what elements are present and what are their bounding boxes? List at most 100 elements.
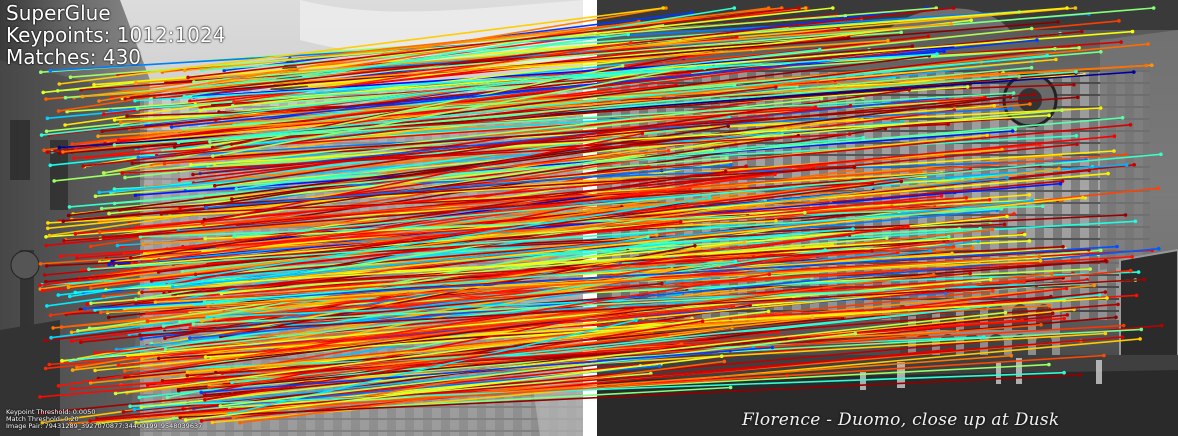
keypoint-right bbox=[1144, 63, 1148, 68]
keypoint-right bbox=[853, 331, 858, 336]
keypoint-right bbox=[1159, 152, 1163, 157]
keypoint-left bbox=[45, 304, 49, 308]
keypoint-left bbox=[192, 80, 196, 84]
match-line bbox=[165, 276, 812, 351]
keypoint-right bbox=[707, 196, 712, 200]
keypoint-right bbox=[767, 272, 772, 277]
keypoint-left bbox=[230, 197, 234, 201]
keypoint-right bbox=[1130, 29, 1135, 34]
keypoint-left bbox=[178, 320, 182, 324]
keypoint-left bbox=[123, 375, 127, 380]
keypoint-right bbox=[1002, 222, 1007, 227]
keypoint-left bbox=[89, 301, 93, 306]
keypoint-right bbox=[1013, 127, 1017, 132]
keypoint-right bbox=[626, 32, 630, 37]
match-line bbox=[209, 332, 1106, 388]
keypoint-left bbox=[230, 380, 234, 385]
keypoint-right bbox=[1133, 219, 1138, 224]
right-image-caption: Florence - Duomo, close up at Dusk bbox=[742, 410, 1060, 430]
keypoint-left bbox=[185, 373, 190, 378]
match-line bbox=[127, 297, 1108, 357]
keypoint-left bbox=[43, 366, 48, 371]
keypoint-left bbox=[125, 114, 129, 118]
match-line bbox=[169, 245, 954, 302]
keypoint-right bbox=[982, 335, 986, 339]
keypoint-right bbox=[965, 85, 970, 89]
keypoint-left bbox=[186, 75, 190, 80]
keypoint-right bbox=[1119, 40, 1123, 44]
keypoint-left bbox=[88, 244, 93, 249]
keypoint-left bbox=[199, 419, 204, 423]
match-line bbox=[98, 287, 822, 380]
match-line bbox=[209, 66, 1032, 143]
keypoint-right bbox=[951, 244, 956, 249]
keypoint-left bbox=[171, 416, 176, 420]
keypoint-right bbox=[726, 124, 730, 128]
keypoint-left bbox=[44, 264, 49, 268]
match-line bbox=[40, 169, 971, 287]
keypoint-left bbox=[45, 150, 50, 154]
match-line bbox=[183, 84, 735, 131]
keypoint-left bbox=[163, 347, 168, 352]
keypoint-left bbox=[70, 368, 75, 372]
keypoint-left bbox=[61, 150, 65, 154]
keypoint-left bbox=[93, 194, 98, 198]
keypoint-right bbox=[803, 6, 808, 10]
keypoint-right bbox=[1011, 91, 1016, 95]
keypoint-right bbox=[1114, 315, 1118, 320]
keypoint-left bbox=[203, 355, 208, 359]
keypoint-left bbox=[46, 226, 50, 231]
keypoint-left bbox=[57, 82, 62, 86]
keypoint-right bbox=[1098, 106, 1103, 110]
keypoint-left bbox=[39, 411, 43, 415]
keypoint-right bbox=[1139, 327, 1144, 332]
keypoint-right bbox=[1037, 254, 1042, 259]
match-line bbox=[108, 148, 713, 215]
keypoint-left bbox=[145, 319, 150, 324]
keypoint-right bbox=[949, 22, 953, 26]
keypoint-left bbox=[72, 156, 76, 160]
keypoint-left bbox=[176, 388, 181, 393]
keypoint-right bbox=[1039, 323, 1043, 327]
keypoint-right bbox=[896, 269, 900, 273]
keypoint-left bbox=[138, 234, 143, 239]
keypoint-left bbox=[112, 143, 117, 147]
keypoint-right bbox=[690, 10, 694, 15]
keypoint-left bbox=[48, 313, 53, 318]
match-line bbox=[147, 270, 898, 322]
keypoint-left bbox=[160, 378, 165, 383]
keypoint-left bbox=[238, 420, 242, 425]
keypoint-right bbox=[1022, 280, 1026, 284]
match-line bbox=[239, 360, 725, 424]
keypoint-right bbox=[1151, 6, 1156, 10]
keypoint-right bbox=[700, 319, 705, 324]
keypoint-left bbox=[213, 183, 217, 188]
keypoint-left bbox=[188, 336, 192, 340]
keypoint-left bbox=[46, 221, 50, 225]
match-line bbox=[50, 7, 1076, 72]
keypoint-right bbox=[742, 240, 747, 245]
keypoint-left bbox=[156, 270, 161, 274]
keypoint-left bbox=[200, 220, 205, 225]
keypoint-left bbox=[234, 187, 239, 191]
keypoint-left bbox=[63, 95, 68, 100]
match-line bbox=[71, 317, 1065, 390]
keypoint-left bbox=[44, 97, 48, 101]
keypoint-right bbox=[1045, 53, 1049, 58]
keypoint-left bbox=[137, 395, 142, 400]
match-line bbox=[221, 123, 949, 158]
keypoint-left bbox=[232, 234, 236, 238]
keypoint-right bbox=[1054, 57, 1058, 62]
keypoint-left bbox=[128, 404, 132, 409]
keypoint-right bbox=[1134, 293, 1139, 298]
keypoint-right bbox=[939, 194, 944, 198]
match-line bbox=[114, 92, 1014, 146]
keypoint-right bbox=[899, 30, 903, 35]
footer-text: Keypoint Threshold: 0.0050 Match Thresho… bbox=[6, 409, 202, 430]
keypoint-right bbox=[1029, 65, 1034, 70]
keypoint-right bbox=[1088, 267, 1092, 271]
keypoint-left bbox=[48, 68, 53, 73]
match-line bbox=[49, 269, 1131, 366]
keypoint-right bbox=[1156, 186, 1161, 191]
match-line bbox=[204, 260, 736, 303]
